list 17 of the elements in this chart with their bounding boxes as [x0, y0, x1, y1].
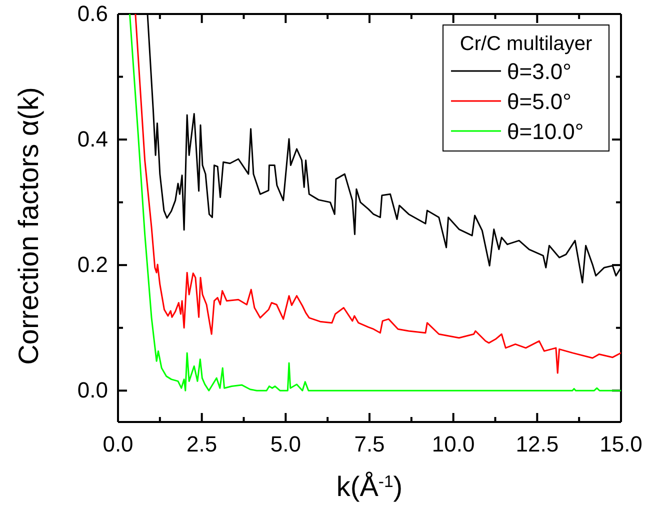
x-tick-label: 0.0	[102, 432, 134, 457]
legend-label: θ=5.0°	[507, 89, 572, 114]
y-tick-label: 0.0	[77, 378, 108, 403]
x-tick-label: 15.0	[600, 432, 642, 457]
y-tick-label: 0.6	[77, 1, 108, 26]
y-tick-label: 0.4	[77, 126, 108, 152]
x-axis-title: k(Å$^{-1}$)	[336, 471, 403, 502]
x-tick-label: 7.5	[354, 432, 385, 457]
y-tick-label: 0.2	[77, 252, 108, 278]
legend-title: Cr/C multilayer	[460, 33, 592, 55]
x-tick-label: 10.0	[432, 432, 475, 457]
x-tick-label: 5.0	[270, 432, 301, 457]
y-axis-title: Correction factors α(k)	[13, 87, 44, 365]
x-tick-label: 12.5	[516, 432, 559, 457]
x-tick-label: 2.5	[186, 432, 218, 457]
legend-label: θ=10.0°	[507, 119, 584, 144]
legend-label: θ=3.0°	[507, 59, 572, 84]
